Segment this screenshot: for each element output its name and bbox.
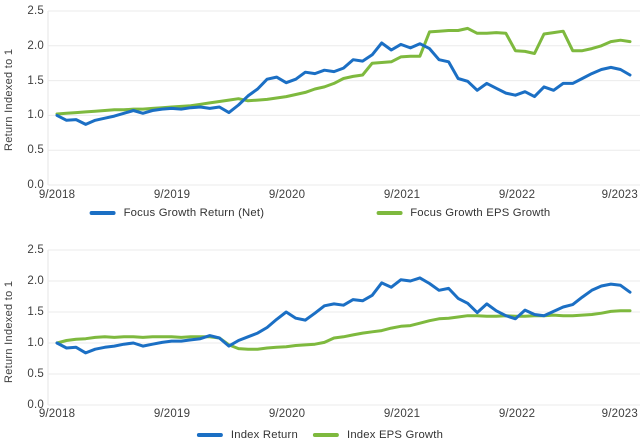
legend: Index Return Index EPS Growth: [196, 428, 444, 438]
legend-item-index-return: Index Return: [196, 428, 298, 438]
green-line-swatch-icon: [376, 211, 403, 215]
series-line-index-return: [55, 276, 632, 355]
y-tick-label: 1.5: [27, 75, 44, 87]
x-tick-label: 9/2018: [38, 408, 76, 420]
green-line-swatch-icon: [312, 433, 339, 437]
y-tick-label: 0.5: [27, 144, 44, 156]
y-tick-label: 2.0: [27, 40, 44, 52]
x-tick-label: 9/2018: [38, 189, 76, 201]
blue-line-swatch-icon: [196, 433, 223, 437]
x-tick-label: 9/2020: [268, 408, 306, 420]
x-tick-label: 9/2023: [601, 189, 638, 201]
plot-area: [47, 249, 640, 406]
y-tick-label: 2.0: [27, 275, 44, 287]
x-tick-label: 9/2022: [498, 189, 536, 201]
x-tick-label: 9/2021: [383, 189, 421, 201]
y-tick-label: 0.0: [27, 399, 44, 411]
y-tick-label: 1.0: [27, 337, 44, 349]
y-tick-label: 2.5: [27, 244, 44, 256]
y-tick-label: 1.0: [27, 109, 44, 121]
legend-item-focus-growth-eps: Focus Growth EPS Growth: [376, 206, 550, 220]
series-line-focus-growth-return-net: [55, 41, 632, 126]
series-line-focus-growth-eps-growth: [55, 26, 632, 116]
x-tick-label: 9/2021: [383, 408, 421, 420]
legend-label: Index EPS Growth: [346, 429, 444, 438]
focus-growth-chart: Return Indexed to 1 2.5 2.0 1.5 1.0 0.5 …: [3, 5, 640, 220]
legend-item-focus-growth-return: Focus Growth Return (Net): [89, 206, 265, 220]
y-tick-label: 1.5: [27, 306, 44, 318]
blue-line-swatch-icon: [89, 211, 116, 215]
legend-label: Focus Growth Return (Net): [123, 207, 265, 219]
x-tick-label: 9/2019: [153, 189, 191, 201]
index-chart: Return Indexed to 1 2.5 2.0 1.5 1.0 0.5 …: [0, 219, 640, 438]
legend-label: Index Return: [230, 429, 298, 438]
legend: Focus Growth Return (Net) Focus Growth E…: [89, 206, 551, 220]
y-tick-label: 0.5: [27, 368, 44, 380]
x-tick-label: 9/2023: [601, 408, 638, 420]
legend-item-index-eps: Index EPS Growth: [312, 428, 444, 438]
x-tick-label: 9/2019: [153, 408, 191, 420]
x-tick-label: 9/2020: [268, 189, 306, 201]
y-tick-label: 2.5: [27, 5, 44, 17]
y-tick-label: 0.0: [27, 179, 44, 191]
x-tick-label: 9/2022: [498, 408, 536, 420]
legend-label: Focus Growth EPS Growth: [410, 207, 551, 219]
plot-area: [47, 10, 640, 186]
